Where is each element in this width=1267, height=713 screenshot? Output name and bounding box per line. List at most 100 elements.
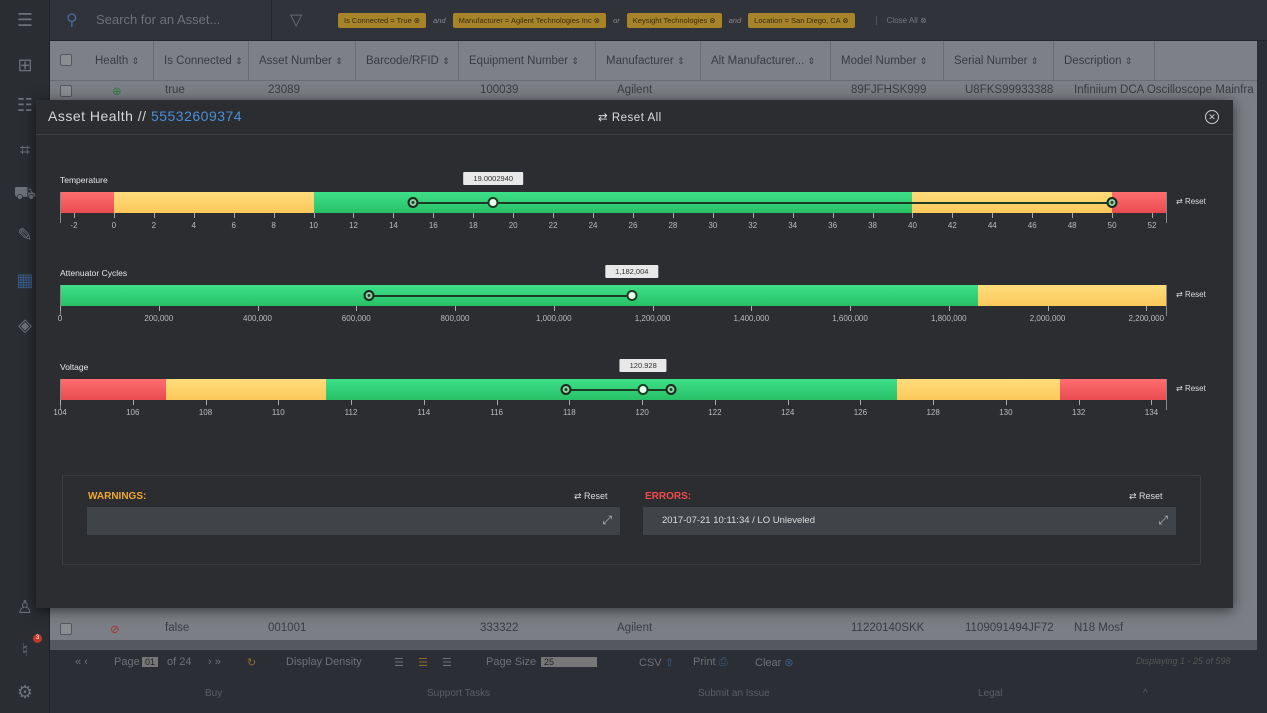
- cell: Agilent: [617, 622, 653, 634]
- slider-reset-button[interactable]: ⇄ Reset: [1176, 290, 1206, 299]
- column-header[interactable]: Equipment Number ⇕: [459, 41, 596, 81]
- expand-icon[interactable]: ⤢: [602, 513, 612, 527]
- tick-label: 12: [349, 221, 358, 230]
- tick: [672, 213, 674, 218]
- close-all-button[interactable]: Close All ⊗: [875, 16, 927, 25]
- axis-line: [60, 379, 61, 410]
- column-header[interactable]: Asset Number ⇕: [249, 41, 356, 81]
- link-support-tasks[interactable]: Support Tasks: [427, 688, 491, 699]
- grid-icon[interactable]: ▦: [16, 270, 34, 290]
- link-submit-issue[interactable]: Submit an Issue: [698, 688, 770, 699]
- alerts-panel: WARNINGS: ⇄ Reset ⤢ ERRORS: ⇄ Reset 2017…: [62, 475, 1201, 565]
- slider-reset-button[interactable]: ⇄ Reset: [1176, 384, 1206, 393]
- sort-icon[interactable]: ⇕: [571, 56, 579, 66]
- layers-icon[interactable]: ◈: [18, 315, 32, 335]
- row-checkbox[interactable]: [60, 623, 72, 635]
- print-button[interactable]: Print ⎙: [693, 656, 728, 668]
- list-icon[interactable]: ☷: [16, 95, 34, 115]
- search-icon: ⚲: [66, 12, 78, 29]
- threshold-handle[interactable]: [363, 290, 375, 301]
- refresh-icon[interactable]: ↻: [247, 657, 257, 669]
- select-all-checkbox[interactable]: [60, 54, 72, 66]
- column-header[interactable]: Serial Number ⇕: [944, 41, 1054, 81]
- page-size-select[interactable]: 25: [541, 657, 597, 667]
- errors-reset-button[interactable]: ⇄ Reset: [1129, 491, 1163, 501]
- tick-label: 116: [490, 408, 503, 417]
- tick-label: 8: [271, 221, 276, 230]
- tick: [1152, 213, 1154, 218]
- close-icon[interactable]: ✕: [1205, 110, 1219, 124]
- sort-icon[interactable]: ⇕: [1124, 56, 1133, 66]
- tick-label: 2: [151, 221, 157, 230]
- modal-header: Asset Health // 55532609374 ⇄ Reset All …: [36, 100, 1233, 135]
- bell-icon[interactable]: ♮: [21, 640, 29, 660]
- sort-icon[interactable]: ⇕: [1030, 56, 1039, 66]
- cart-icon[interactable]: ⛟: [13, 183, 37, 203]
- row-checkbox[interactable]: [60, 85, 72, 97]
- search-input[interactable]: Search for an Asset...: [96, 12, 221, 27]
- range-line: [565, 389, 672, 391]
- health-ok-icon: ⊕: [112, 86, 122, 98]
- current-value-handle[interactable]: [626, 290, 638, 301]
- filter-chip[interactable]: Keysight Technologies ⊗: [626, 13, 722, 28]
- threshold-handle[interactable]: [407, 197, 419, 208]
- expand-icon[interactable]: ⤢: [1158, 513, 1168, 527]
- current-value-handle[interactable]: [487, 197, 499, 208]
- column-header[interactable]: Is Connected ⇕: [154, 41, 249, 81]
- pager: « ‹ Page 01 of 24 › » ↻ Display Density …: [50, 650, 1267, 677]
- column-header[interactable]: Manufacturer ⇕: [596, 41, 701, 81]
- csv-button[interactable]: CSV ⇧: [639, 657, 674, 669]
- density-wide-icon[interactable]: ☰: [442, 657, 452, 669]
- filter-chip[interactable]: Location = San Diego, CA ⊗: [748, 13, 855, 28]
- sort-icon[interactable]: ⇕: [676, 56, 685, 66]
- sort-icon[interactable]: ⇕: [335, 56, 343, 66]
- link-legal[interactable]: Legal: [978, 688, 1003, 699]
- menu-icon[interactable]: ☰: [16, 10, 34, 30]
- density-compact-icon[interactable]: ☰: [394, 657, 404, 669]
- density-label: Display Density: [286, 656, 362, 668]
- chevron-up-icon[interactable]: ^: [1143, 688, 1148, 699]
- slider-reset-button[interactable]: ⇄ Reset: [1176, 197, 1206, 206]
- threshold-handle[interactable]: [665, 384, 677, 395]
- link-buy[interactable]: Buy: [205, 688, 223, 699]
- add-icon[interactable]: ⊞: [17, 55, 33, 75]
- first-prev-icon[interactable]: « ‹: [75, 656, 88, 668]
- sort-icon[interactable]: ⇕: [442, 56, 450, 66]
- threshold-handle[interactable]: [560, 384, 572, 395]
- table-row[interactable]: ⊕ true 23089 100039 Agilent 89FJFHSK999 …: [50, 81, 1257, 105]
- column-header[interactable]: Health ⇕: [85, 41, 154, 81]
- value-tooltip: 120.928: [619, 359, 667, 372]
- column-header[interactable]: Alt Manufacturer... ⇕: [701, 41, 831, 81]
- sort-icon[interactable]: ⇕: [131, 56, 139, 66]
- threshold-handle[interactable]: [1106, 197, 1118, 208]
- user-icon[interactable]: ♙: [16, 597, 34, 617]
- search-box[interactable]: ⚲ Search for an Asset...: [50, 0, 272, 41]
- asset-id-link[interactable]: 55532609374: [150, 108, 243, 124]
- current-value-handle[interactable]: [637, 384, 649, 395]
- next-last-icon[interactable]: › »: [208, 656, 221, 668]
- column-header[interactable]: Model Number ⇕: [831, 41, 944, 81]
- page-input[interactable]: 01: [142, 657, 159, 667]
- density-normal-icon[interactable]: ☰: [418, 657, 428, 669]
- sort-icon[interactable]: ⇕: [919, 56, 928, 66]
- sort-icon[interactable]: ⇕: [807, 56, 816, 66]
- warnings-reset-button[interactable]: ⇄ Reset: [574, 491, 608, 501]
- filter-chip[interactable]: Manufacturer = Agilent Technologies Inc …: [452, 13, 607, 28]
- column-header[interactable]: Description ⇕: [1054, 41, 1155, 81]
- filter-chip[interactable]: Is Connected = True ⊗: [338, 13, 427, 28]
- clear-button[interactable]: Clear ⊗: [755, 657, 794, 669]
- tick: [1078, 400, 1080, 405]
- tick-label: 106: [126, 408, 140, 417]
- tick: [132, 400, 134, 405]
- edit-icon[interactable]: ✎: [17, 225, 33, 245]
- gear-icon[interactable]: ⚙: [16, 682, 34, 702]
- filter-icon[interactable]: ▽: [290, 12, 303, 29]
- sort-icon[interactable]: ⇕: [234, 56, 243, 66]
- reset-all-button[interactable]: ⇄ Reset All: [598, 112, 662, 124]
- tick-label: 16: [428, 221, 438, 230]
- tick-label: 400,000: [243, 314, 272, 323]
- horizontal-scrollbar[interactable]: [50, 640, 1257, 650]
- tag-icon[interactable]: ⌗: [19, 140, 31, 160]
- column-header[interactable]: Barcode/RFID ⇕: [356, 41, 459, 81]
- table-row[interactable]: ⊘ false 001001 333322 Agilent 11220140SK…: [50, 617, 1257, 641]
